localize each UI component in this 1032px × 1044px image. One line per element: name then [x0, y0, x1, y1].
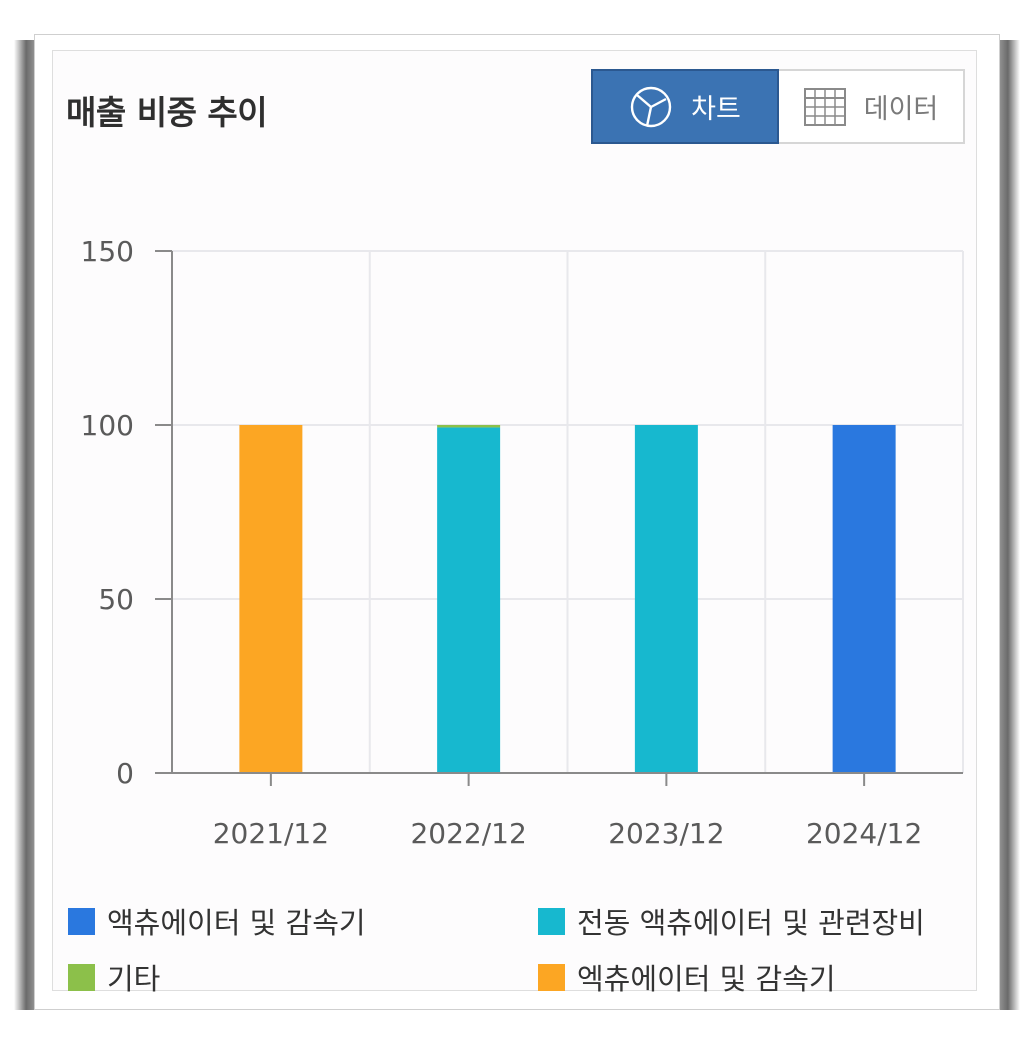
frame-shadow-left [14, 40, 36, 1010]
legend-swatch-4 [538, 963, 565, 991]
x-tick-label-1: 2021/12 [213, 817, 329, 850]
y-tick-label-2: 100 [81, 409, 134, 442]
y-tick-label-3: 150 [81, 235, 134, 268]
bar-2-3 [634, 425, 698, 773]
chart-view-button[interactable]: 차트 [591, 69, 779, 144]
bar-4-1 [239, 425, 303, 773]
legend-swatch-2 [538, 907, 565, 935]
legend-item-2[interactable]: 전동 액츄에이터 및 관련장비 [538, 900, 925, 942]
card-title: 매출 비중 추이 [66, 93, 268, 132]
bar-chart: 0 50 100 150 2021/12 2022/12 2023/12 2024/12 [81, 235, 964, 850]
pie-chart-icon [630, 86, 672, 127]
y-tick-label-0: 0 [116, 757, 134, 790]
legend-item-4[interactable]: 엑츄에이터 및 감속기 [538, 956, 836, 998]
x-tick-label-2: 2022/12 [410, 817, 526, 850]
frame-shadow-right [998, 40, 1020, 1010]
legend-swatch-1 [68, 907, 95, 935]
chart-card [52, 50, 977, 991]
data-view-label: 데이터 [863, 94, 939, 125]
legend-item-3[interactable]: 기타 [68, 956, 160, 998]
x-tick-label-3: 2023/12 [608, 817, 724, 850]
bar-3-2 [437, 425, 501, 428]
data-view-button[interactable]: 데이터 [779, 69, 965, 144]
legend-item-1[interactable]: 액츄에이터 및 감속기 [68, 900, 366, 942]
legend-swatch-3 [68, 963, 95, 991]
legend-label-2: 전동 액츄에이터 및 관련장비 [577, 906, 925, 940]
legend-label-1: 액츄에이터 및 감속기 [107, 906, 366, 940]
x-tick-label-4: 2024/12 [806, 817, 922, 850]
bar-2-2 [437, 427, 501, 773]
y-tick-label-1: 50 [98, 583, 134, 616]
legend-label-3: 기타 [107, 962, 161, 996]
table-grid-icon [803, 87, 846, 126]
bar-1-4 [832, 425, 896, 773]
legend-label-4: 엑츄에이터 및 감속기 [577, 962, 836, 996]
chart-view-label: 차트 [691, 94, 741, 125]
